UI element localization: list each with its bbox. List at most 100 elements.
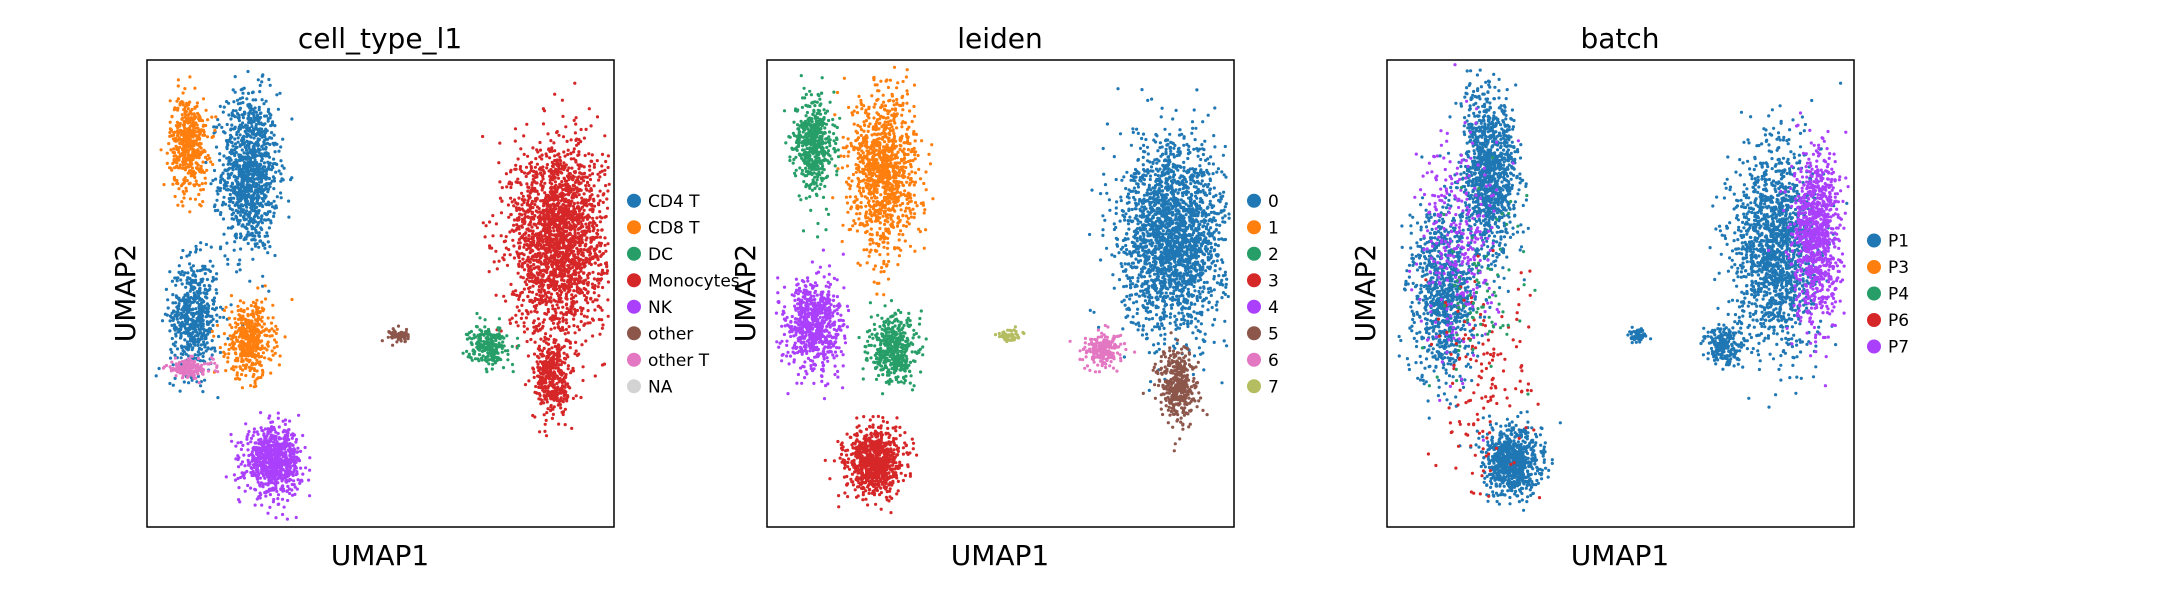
scatter-point	[173, 310, 176, 313]
scatter-point	[268, 203, 271, 206]
scatter-point	[270, 322, 273, 325]
scatter-point	[268, 430, 271, 433]
scatter-point	[227, 352, 230, 355]
scatter-point	[289, 478, 292, 481]
scatter-point	[170, 324, 173, 327]
scatter-point	[181, 270, 184, 273]
scatter-point	[280, 465, 283, 468]
scatter-point	[250, 304, 253, 307]
scatter-point	[189, 197, 192, 200]
scatter-point	[244, 199, 247, 202]
scatter-point	[291, 432, 294, 435]
scatter-point	[259, 492, 262, 495]
scatter-point	[256, 190, 259, 193]
scatter-point	[553, 233, 556, 236]
scatter-point	[221, 203, 224, 206]
scatter-point	[253, 431, 256, 434]
scatter-point	[598, 333, 601, 336]
scatter-point	[214, 349, 217, 352]
scatter-point	[381, 339, 384, 342]
scatter-point	[191, 166, 194, 169]
scatter-point	[195, 324, 198, 327]
scatter-point	[264, 427, 267, 430]
scatter-point	[176, 204, 179, 207]
scatter-point	[249, 487, 252, 490]
scatter-point	[267, 357, 270, 360]
scatter-point	[258, 131, 261, 134]
scatter-point	[237, 465, 240, 468]
scatter-point	[169, 121, 172, 124]
scatter-point	[240, 224, 243, 227]
scatter-point	[260, 301, 263, 304]
scatter-point	[267, 188, 270, 191]
scatter-point	[236, 305, 239, 308]
scatter-point	[603, 173, 606, 176]
scatter-point	[234, 204, 237, 207]
scatter-point	[269, 116, 272, 119]
scatter-point	[222, 233, 225, 236]
scatter-point	[221, 172, 224, 175]
scatter-point	[198, 184, 201, 187]
scatter-point	[211, 339, 214, 342]
scatter-point	[240, 321, 243, 324]
scatter-point	[256, 466, 259, 469]
scatter-point	[257, 221, 260, 224]
scatter-point	[190, 163, 193, 166]
scatter-point	[263, 322, 266, 325]
scatter-point	[308, 469, 311, 472]
scatter-point	[280, 177, 283, 180]
scatter-point	[199, 384, 202, 387]
scatter-point	[181, 183, 184, 186]
scatter-point	[250, 363, 253, 366]
scatter-point	[517, 218, 520, 221]
scatter-point	[216, 192, 219, 195]
scatter-point	[266, 138, 269, 141]
scatter-point	[190, 323, 193, 326]
scatter-point	[241, 386, 244, 389]
scatter-point	[224, 203, 227, 206]
scatter-point	[267, 166, 270, 169]
scatter-point	[214, 178, 217, 181]
scatter-point	[257, 209, 260, 212]
scatter-point	[169, 319, 172, 322]
scatter-point	[208, 284, 211, 287]
scatter-point	[296, 447, 299, 450]
scatter-point	[193, 184, 196, 187]
scatter-point	[526, 190, 529, 193]
scatter-point	[194, 198, 197, 201]
scatter-point	[209, 260, 212, 263]
scatter-point	[264, 195, 267, 198]
scatter-point	[292, 471, 295, 474]
scatter-point	[238, 344, 241, 347]
scatter-point	[243, 464, 246, 467]
scatter-point	[565, 303, 568, 306]
scatter-point	[267, 108, 270, 111]
scatter-point	[231, 213, 234, 216]
scatter-point	[233, 317, 236, 320]
scatter-point	[188, 253, 191, 256]
scatter-point	[237, 456, 240, 459]
scatter-point	[226, 337, 229, 340]
scatter-point	[588, 174, 591, 177]
scatter-point	[246, 155, 249, 158]
scatter-point	[213, 300, 216, 303]
scatter-point	[541, 238, 544, 241]
scatter-point	[236, 441, 239, 444]
scatter-point	[273, 445, 276, 448]
scatter-point	[248, 366, 251, 369]
scatter-point	[264, 328, 267, 331]
scatter-point	[541, 165, 544, 168]
scatter-point	[192, 273, 195, 276]
scatter-point	[520, 304, 523, 307]
scatter-point	[206, 158, 209, 161]
scatter-point	[255, 183, 258, 186]
scatter-point	[194, 353, 197, 356]
scatter-point	[189, 332, 192, 335]
scatter-point	[525, 316, 528, 319]
scatter-point	[186, 293, 189, 296]
scatter-point	[195, 331, 198, 334]
scatter-point	[556, 173, 559, 176]
scatter-point	[260, 172, 263, 175]
scatter-point	[184, 327, 187, 330]
scatter-point	[562, 161, 565, 164]
